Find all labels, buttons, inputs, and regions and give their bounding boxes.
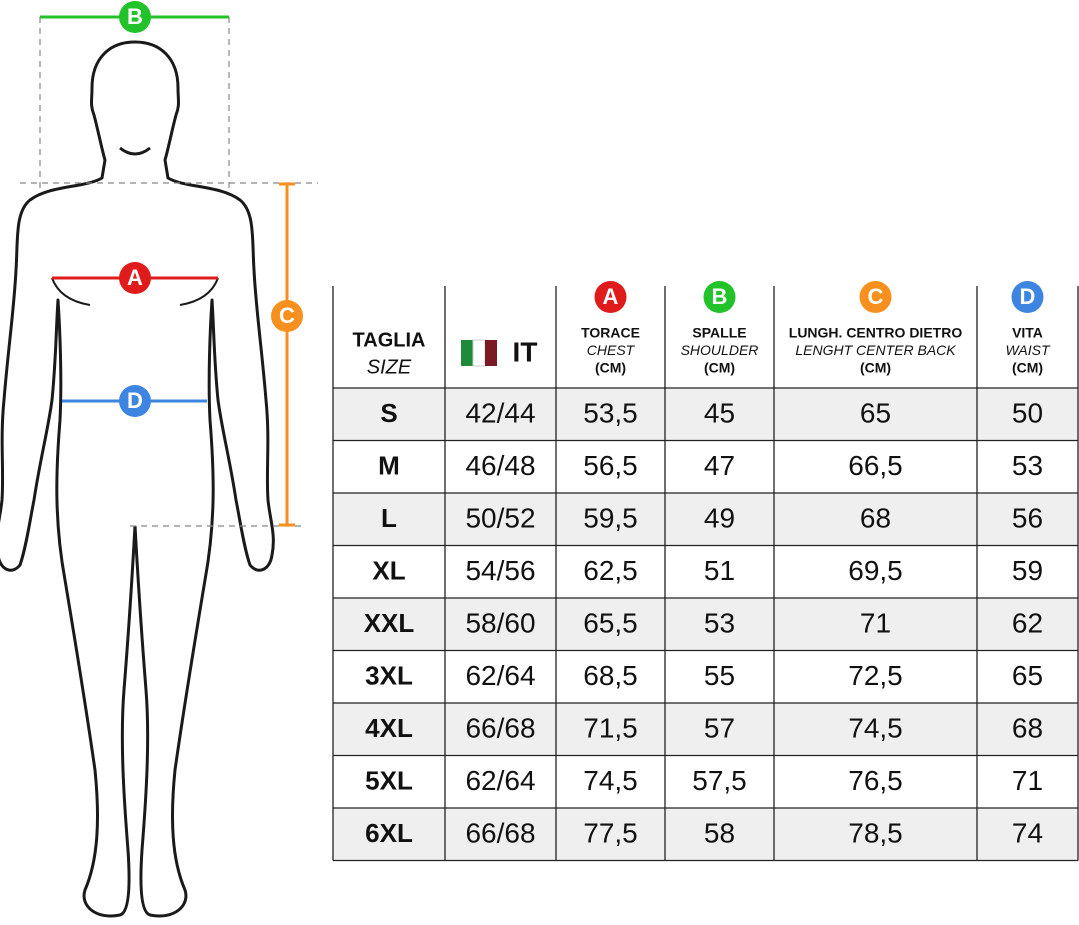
table-cell: 55 — [704, 660, 735, 691]
column-header: (CM) — [1012, 360, 1043, 376]
table-cell: 71,5 — [583, 713, 638, 744]
table-cell: 74 — [1012, 818, 1043, 849]
column-header: LENGHT CENTER BACK — [795, 342, 956, 358]
table-cell: 58 — [704, 818, 735, 849]
column-header: (CM) — [860, 360, 891, 376]
table-cell: 51 — [704, 555, 735, 586]
column-header: VITA — [1012, 325, 1043, 341]
column-header: (CM) — [704, 360, 735, 376]
size-label: L — [381, 503, 397, 533]
column-header: WAIST — [1005, 342, 1051, 358]
table-cell: 56,5 — [583, 450, 638, 481]
size-label: 5XL — [365, 766, 413, 796]
flag-green — [461, 340, 473, 366]
table-cell: 62 — [1012, 608, 1043, 639]
table-cell: 49 — [704, 503, 735, 534]
marker-letter: B — [127, 4, 143, 29]
table-cell: 66/68 — [465, 818, 535, 849]
table-cell: 74,5 — [848, 713, 903, 744]
size-label: 6XL — [365, 818, 413, 848]
size-label: 3XL — [365, 661, 413, 691]
table-cell: 71 — [1012, 765, 1043, 796]
table-cell: 68 — [1012, 713, 1043, 744]
column-header: IT — [513, 336, 538, 367]
table-cell: 65,5 — [583, 608, 638, 639]
table-cell: 57,5 — [692, 765, 747, 796]
table-cell: 78,5 — [848, 818, 903, 849]
table-cell: 58/60 — [465, 608, 535, 639]
table-cell: 76,5 — [848, 765, 903, 796]
table-cell: 72,5 — [848, 660, 903, 691]
marker-letter: C — [279, 303, 295, 328]
table-cell: 71 — [860, 608, 891, 639]
marker-letter: A — [127, 265, 143, 290]
italy-flag — [461, 339, 497, 367]
marker-letter: C — [868, 284, 884, 309]
row-shade — [333, 388, 1078, 441]
marker-circle — [594, 281, 627, 313]
flag-white — [472, 339, 486, 367]
table-cell: 62/64 — [465, 660, 535, 691]
table-cell: 46/48 — [465, 450, 535, 481]
table-cell: 77,5 — [583, 818, 638, 849]
column-header: TAGLIA — [353, 329, 426, 351]
table-cell: 57 — [704, 713, 735, 744]
size-label: XXL — [364, 608, 415, 638]
table-cell: 59,5 — [583, 503, 638, 534]
table-cell: 62,5 — [583, 555, 638, 586]
table-cell: 53 — [1012, 450, 1043, 481]
column-header: TORACE — [581, 325, 640, 341]
table-cell: 53 — [704, 608, 735, 639]
column-header: SIZE — [367, 356, 412, 378]
marker-circle — [859, 281, 892, 313]
table-cell: 45 — [704, 398, 735, 429]
column-header: CHEST — [587, 342, 636, 358]
table-cell: 59 — [1012, 555, 1043, 586]
size-label: 4XL — [365, 713, 413, 743]
table-cell: 66,5 — [848, 450, 903, 481]
table-cell: 50/52 — [465, 503, 535, 534]
figure-markers: B A D C — [119, 1, 303, 417]
body-figure — [0, 40, 275, 918]
marker-letter: B — [712, 284, 728, 309]
table-cell: 62/64 — [465, 765, 535, 796]
marker-letter: A — [603, 284, 619, 309]
table-cell: 53,5 — [583, 398, 638, 429]
marker-circle — [119, 262, 151, 294]
marker-circle — [271, 300, 303, 332]
table-cell: 68 — [860, 503, 891, 534]
table-cell: 50 — [1012, 398, 1043, 429]
table-cell: 74,5 — [583, 765, 638, 796]
table-cell: 65 — [860, 398, 891, 429]
row-shade — [333, 493, 1078, 546]
table-cell: 68,5 — [583, 660, 638, 691]
flag-red — [485, 340, 497, 366]
marker-letter: D — [127, 388, 143, 413]
guide-lines — [20, 17, 318, 527]
table-cell: 69,5 — [848, 555, 903, 586]
row-shade — [333, 808, 1078, 861]
table-cell: 54/56 — [465, 555, 535, 586]
table-cell: 42/44 — [465, 398, 535, 429]
marker-circle — [1011, 281, 1044, 313]
size-label: M — [378, 451, 400, 481]
table-cell: 56 — [1012, 503, 1043, 534]
column-header: SHOULDER — [681, 342, 759, 358]
column-header: LUNGH. CENTRO DIETRO — [789, 325, 963, 341]
column-header: SPALLE — [692, 325, 746, 341]
table-cell: 47 — [704, 450, 735, 481]
row-shade — [333, 703, 1078, 756]
marker-letter: D — [1020, 284, 1036, 309]
table-cell: 65 — [1012, 660, 1043, 691]
table-cell: 66/68 — [465, 713, 535, 744]
column-header: (CM) — [595, 360, 626, 376]
marker-circle — [119, 1, 151, 33]
size-label: S — [380, 398, 397, 428]
row-shade — [333, 598, 1078, 651]
marker-circle — [703, 281, 736, 313]
size-label: XL — [372, 556, 405, 586]
marker-circle — [119, 385, 151, 417]
